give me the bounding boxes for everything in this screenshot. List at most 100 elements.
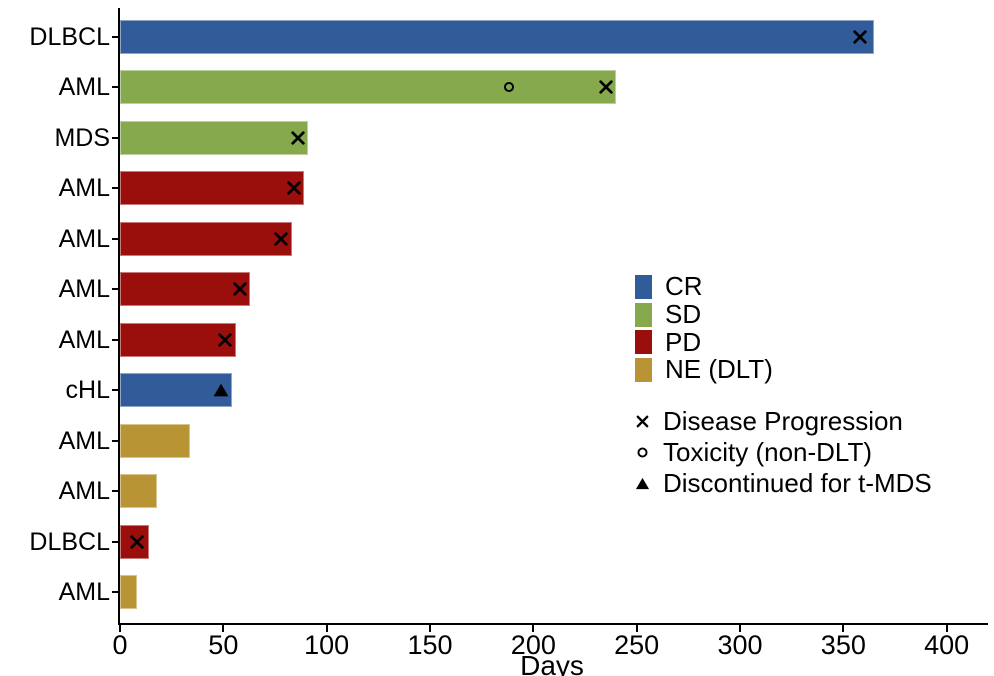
y-axis-tick xyxy=(112,591,118,593)
x-axis-tick xyxy=(739,625,741,632)
bar-row xyxy=(120,213,988,264)
y-axis-tick xyxy=(112,136,118,139)
circle-icon xyxy=(503,81,514,93)
x-axis-tick xyxy=(429,625,431,632)
marker-x-icon xyxy=(851,28,868,45)
y-axis-tick xyxy=(112,288,118,290)
y-axis-tick xyxy=(112,35,118,38)
y-axis-label: AML xyxy=(58,275,110,303)
bar-row xyxy=(120,516,988,567)
legend-fill-item: SD xyxy=(635,299,773,330)
marker-x-icon xyxy=(273,230,290,247)
y-axis-label: cHL xyxy=(65,376,110,404)
y-axis-label: DLBCL xyxy=(29,527,110,556)
bar-row xyxy=(120,112,988,163)
y-axis-label: AML xyxy=(58,477,110,505)
x-axis-tick xyxy=(325,625,328,632)
y-axis-label: AML xyxy=(58,426,110,455)
legend-swatch-icon xyxy=(635,330,652,355)
bar-row xyxy=(120,466,988,517)
legend-fill-label: CR xyxy=(665,271,703,302)
y-axis-label: AML xyxy=(58,174,110,202)
x-icon xyxy=(286,181,301,195)
bar-row xyxy=(120,11,988,62)
bar-row xyxy=(120,365,988,416)
swimmer-bar xyxy=(120,524,149,559)
swimmer-bar xyxy=(120,423,191,458)
x-icon xyxy=(233,282,247,296)
x-axis-tick-label: 150 xyxy=(407,630,453,660)
swimmer-bar xyxy=(120,474,158,508)
y-axis-tick xyxy=(112,86,118,88)
y-axis-label: DLBCL xyxy=(29,22,110,51)
x-axis-tick-label: 300 xyxy=(717,630,763,660)
legend-fill-label: SD xyxy=(665,299,702,330)
swimmer-bar xyxy=(120,171,304,205)
bar-row xyxy=(120,62,988,113)
x-axis-tick-label: 250 xyxy=(614,630,660,660)
legend-marker-label: Discontinued for t-MDS xyxy=(663,468,932,498)
legend-fill-item: CR xyxy=(635,271,773,302)
x-icon xyxy=(853,29,867,44)
y-axis-tick xyxy=(112,490,118,492)
y-axis-label: MDS xyxy=(54,123,110,152)
x-axis-tick-label: 100 xyxy=(304,630,350,660)
x-axis-tick xyxy=(222,625,225,632)
x-axis-tick-label: 0 xyxy=(112,630,128,660)
legend-marker-item: Toxicity (non-DLT) xyxy=(632,437,932,468)
legend-swatch-icon xyxy=(635,357,652,382)
x-axis-tick-label: 200 xyxy=(510,630,556,660)
bar-row xyxy=(120,163,988,214)
x-icon xyxy=(632,414,652,429)
y-axis-label: AML xyxy=(58,224,110,253)
swimmer-bar xyxy=(120,322,236,357)
marker-x-icon xyxy=(128,533,145,550)
x-axis-tick xyxy=(119,625,121,632)
legend-marker-label: Disease Progression xyxy=(663,406,903,436)
bar-row xyxy=(120,415,988,466)
bar-row xyxy=(120,264,988,315)
legend-swatch-icon xyxy=(635,302,652,327)
legend-fill: CR SD PD NE (DLT) xyxy=(635,271,773,385)
legend-fill-item: PD xyxy=(635,326,773,357)
triangle-icon xyxy=(635,477,649,490)
y-axis-tick xyxy=(112,439,118,442)
y-axis-tick xyxy=(112,540,118,543)
circle-icon xyxy=(632,446,652,459)
x-icon xyxy=(129,534,144,549)
x-axis-tick xyxy=(532,625,535,632)
marker-triangle-icon xyxy=(213,382,230,399)
legend-fill-label: PD xyxy=(665,326,702,357)
swimmer-bar xyxy=(120,272,251,306)
legend-fill-item: NE (DLT) xyxy=(635,354,773,385)
y-axis-tick xyxy=(112,237,118,240)
x-icon xyxy=(274,231,288,246)
x-axis-tick-label: 400 xyxy=(924,630,970,660)
y-axis-tick xyxy=(112,187,118,189)
marker-circle-icon xyxy=(502,81,515,94)
circle-icon xyxy=(636,447,648,458)
x-axis-tick-label: 350 xyxy=(820,630,866,660)
y-axis-tick xyxy=(112,389,118,391)
x-icon xyxy=(636,415,648,428)
legend-fill-label: NE (DLT) xyxy=(665,354,773,385)
y-axis-label: AML xyxy=(58,578,110,606)
x-axis-title: Days xyxy=(520,650,584,676)
y-axis-tick xyxy=(112,338,118,341)
swimmer-bar xyxy=(120,120,309,155)
legend-marker-label: Toxicity (non-DLT) xyxy=(663,437,873,467)
swimmer-bar xyxy=(120,373,232,407)
y-axis-label: AML xyxy=(58,73,110,101)
bar-row xyxy=(120,314,988,365)
x-axis-tick-label: 50 xyxy=(208,630,239,660)
x-axis-tick xyxy=(842,625,845,632)
swimmer-bar xyxy=(120,70,616,104)
bar-row xyxy=(120,567,988,618)
x-icon xyxy=(291,130,305,145)
swimmer-bar xyxy=(120,19,875,54)
swimmer-bar xyxy=(120,221,292,256)
x-icon xyxy=(218,332,233,347)
legend-markers: Disease Progression Toxicity (non-DLT) Dis… xyxy=(632,406,932,499)
legend-marker-item: Disease Progression xyxy=(632,406,932,437)
